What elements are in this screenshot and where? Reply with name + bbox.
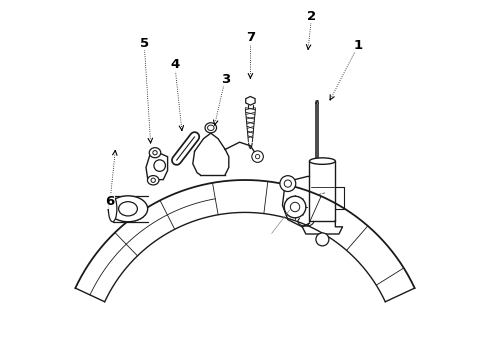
- Circle shape: [291, 202, 300, 212]
- Circle shape: [154, 160, 166, 171]
- Text: 2: 2: [307, 10, 316, 23]
- Ellipse shape: [149, 148, 161, 158]
- Text: 5: 5: [140, 37, 149, 50]
- Ellipse shape: [108, 196, 147, 222]
- Text: 3: 3: [220, 73, 230, 86]
- Text: 4: 4: [170, 58, 179, 71]
- Circle shape: [153, 150, 157, 155]
- Ellipse shape: [208, 125, 214, 131]
- Circle shape: [255, 154, 260, 159]
- Circle shape: [252, 151, 263, 162]
- Polygon shape: [146, 153, 168, 180]
- Circle shape: [316, 233, 329, 246]
- Text: 7: 7: [246, 31, 255, 44]
- Circle shape: [284, 196, 306, 218]
- Polygon shape: [245, 96, 255, 105]
- Circle shape: [151, 178, 155, 183]
- Ellipse shape: [147, 176, 159, 185]
- Circle shape: [284, 180, 292, 187]
- Text: 1: 1: [354, 39, 363, 51]
- Text: 6: 6: [105, 195, 115, 208]
- Ellipse shape: [310, 158, 335, 164]
- Ellipse shape: [108, 196, 117, 222]
- Circle shape: [280, 176, 296, 192]
- Ellipse shape: [205, 123, 217, 133]
- Ellipse shape: [119, 202, 137, 216]
